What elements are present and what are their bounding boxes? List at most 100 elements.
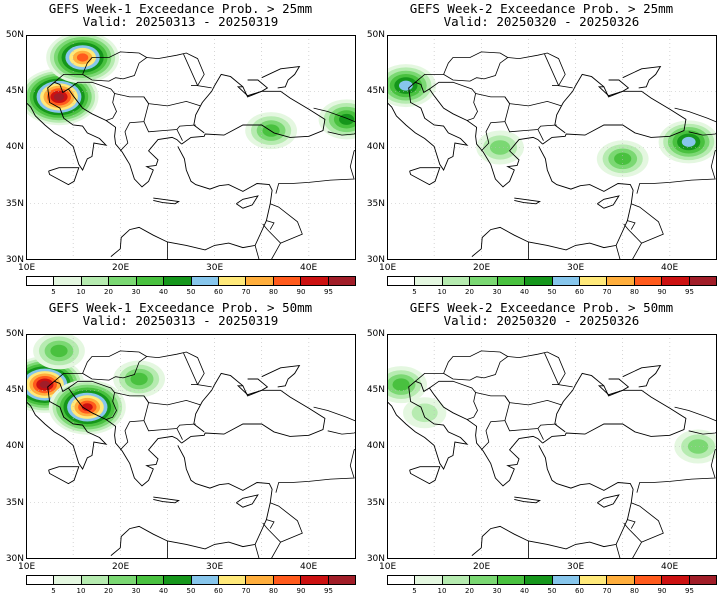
precip-contour xyxy=(53,93,65,101)
gridlines xyxy=(387,334,717,559)
colorbar-cell xyxy=(662,576,690,584)
colorbar-tick-label: 10 xyxy=(76,587,86,595)
border-line xyxy=(443,52,566,86)
border-line xyxy=(623,203,664,244)
lat-label-30n: 30N xyxy=(5,554,24,564)
borders xyxy=(415,51,717,260)
lat-label-35n: 35N xyxy=(5,199,24,209)
border-line xyxy=(415,51,508,83)
colorbar-tick-label: 5 xyxy=(51,288,56,296)
lat-label-50n: 50N xyxy=(5,30,24,40)
colorbar-tick-label: 30 xyxy=(492,587,502,595)
lat-label-50n: 50N xyxy=(5,329,24,339)
colorbar-cell xyxy=(109,576,137,584)
colorbar-tick-label: 40 xyxy=(159,587,168,595)
map-border xyxy=(26,35,356,260)
colorbar-cell xyxy=(634,576,663,584)
border-line xyxy=(627,519,636,529)
lat-label-50n: 50N xyxy=(366,329,385,339)
precip-fill-layer xyxy=(26,35,356,150)
colorbar-tick-label: 95 xyxy=(685,288,694,296)
colorbar-cell xyxy=(54,576,82,584)
border-line xyxy=(120,395,150,451)
colorbar-cell xyxy=(525,576,553,584)
coastline xyxy=(153,496,180,504)
lat-label-30n: 30N xyxy=(5,255,24,265)
lat-label-40n: 40N xyxy=(5,142,24,152)
map-panel-week2-25mm: GEFS Week-2 Exceedance Prob. > 25mm Vali… xyxy=(361,0,722,299)
border-line xyxy=(120,96,150,152)
coastline xyxy=(409,466,441,485)
panel-subtitle: Valid: 20250313 - 20250319 xyxy=(82,14,279,29)
coastline xyxy=(409,167,441,186)
coastline xyxy=(261,364,301,388)
map-border xyxy=(387,35,717,260)
colorbar-tick-label: 40 xyxy=(520,288,529,296)
precip-fill-layer xyxy=(387,64,717,178)
panel-subtitle: Valid: 20250320 - 20250326 xyxy=(443,14,640,29)
border-line xyxy=(313,406,356,422)
colorbar-cell xyxy=(497,576,526,584)
colorbar-tick-label: 10 xyxy=(437,587,447,595)
colorbar-tick-label: 60 xyxy=(575,288,584,296)
colorbar-cell xyxy=(415,576,443,584)
border-line xyxy=(176,129,183,141)
border-line xyxy=(429,81,478,121)
lon-label-20e: 20E xyxy=(473,562,491,572)
colorbar-cell xyxy=(634,277,663,285)
colorbar-cell xyxy=(191,576,219,584)
colorbar-tick-label: 5 xyxy=(412,288,417,296)
coastline xyxy=(26,81,182,188)
border-line xyxy=(415,350,508,382)
coastline xyxy=(236,494,259,508)
colorbar-cell xyxy=(81,277,110,285)
lat-label-30n: 30N xyxy=(366,255,385,265)
panel-title: GEFS Week-1 Exceedance Prob. > 25mm xyxy=(48,1,313,16)
lat-label-45n: 45N xyxy=(366,86,385,96)
colorbar-cell xyxy=(328,277,356,285)
colorbar-tick-label: 70 xyxy=(241,288,251,296)
colorbar-tick-label: 50 xyxy=(186,587,196,595)
map-canvas xyxy=(26,35,356,260)
borders xyxy=(415,350,717,559)
border-line xyxy=(674,107,717,123)
border-line xyxy=(275,430,356,493)
lon-label-20e: 20E xyxy=(112,263,130,273)
lon-label-30e: 30E xyxy=(206,263,224,273)
border-line xyxy=(266,220,275,230)
colorbar-cell xyxy=(164,576,192,584)
map-frame xyxy=(387,35,717,260)
colorbar-cell xyxy=(81,576,110,584)
colorbar-tick-label: 80 xyxy=(269,288,278,296)
border-line xyxy=(266,519,275,529)
border-line xyxy=(481,96,511,152)
lat-label-35n: 35N xyxy=(5,498,24,508)
panel-title: GEFS Week-2 Exceedance Prob. > 25mm xyxy=(409,1,674,16)
lat-label-45n: 45N xyxy=(5,86,24,96)
lon-label-30e: 30E xyxy=(567,263,585,273)
coastline xyxy=(622,364,662,388)
colorbar-cell xyxy=(689,576,717,584)
precip-contour xyxy=(130,372,148,386)
coastline xyxy=(236,79,269,97)
coastline xyxy=(153,197,180,205)
precip-contour xyxy=(411,403,438,423)
lon-label-40e: 40E xyxy=(661,263,679,273)
border-line xyxy=(615,245,621,260)
coastline xyxy=(48,466,80,485)
border-line xyxy=(504,121,557,133)
border-line xyxy=(82,52,205,86)
border-line xyxy=(183,53,212,89)
lon-label-30e: 30E xyxy=(206,562,224,572)
colorbar-cell xyxy=(328,576,356,584)
colorbar-cell xyxy=(497,277,526,285)
border-line xyxy=(270,242,281,260)
precip-contour xyxy=(687,439,709,454)
precip-contour xyxy=(614,152,632,165)
colorbar-tick-label: 30 xyxy=(131,587,141,595)
colorbar-tick-label: 20 xyxy=(465,587,474,595)
coastline xyxy=(236,378,269,396)
border-line xyxy=(82,351,205,385)
coastline xyxy=(471,146,634,257)
border-line xyxy=(631,242,642,260)
